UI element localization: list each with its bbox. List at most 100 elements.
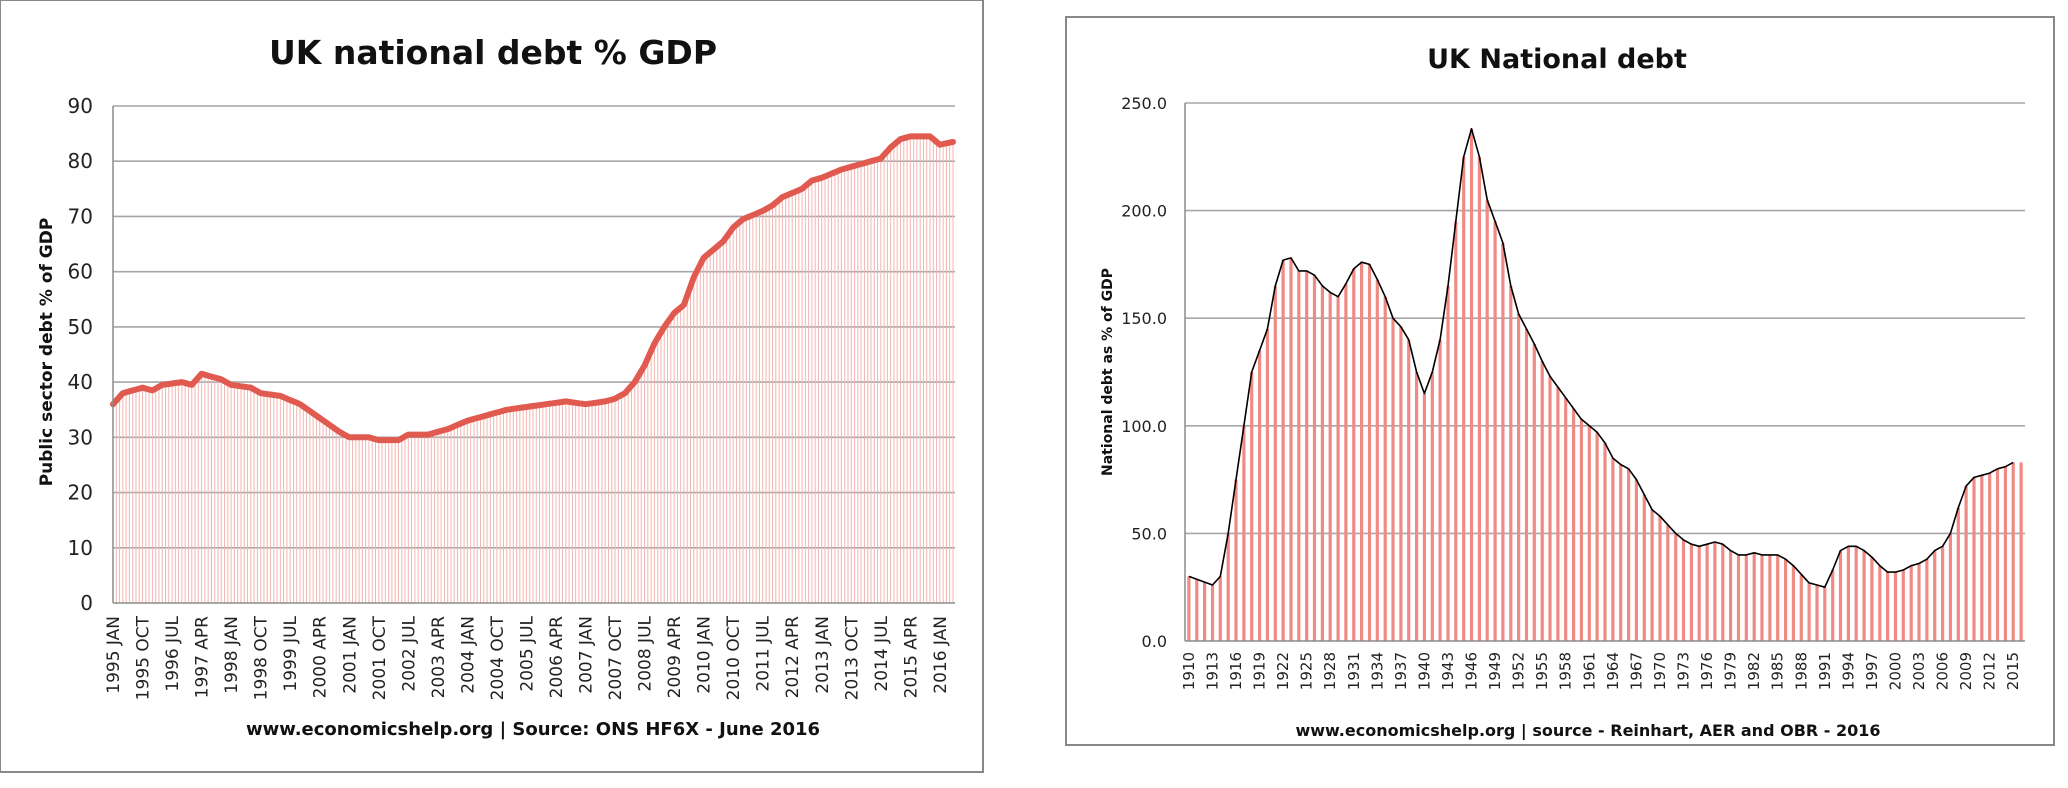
y-tick-label: 0.0 <box>1142 632 1167 651</box>
x-tick-label: 1916 <box>1227 652 1245 690</box>
bar-mark <box>1485 199 1489 642</box>
bar-mark <box>1344 283 1348 641</box>
bar-mark <box>1383 296 1387 641</box>
y-tick-label: 70 <box>68 204 93 228</box>
bar-mark <box>1642 494 1646 641</box>
x-tick-label: 1998 JAN <box>222 616 242 694</box>
bar-mark <box>1862 550 1866 641</box>
x-tick-label: 2001 JAN <box>340 616 360 694</box>
bar-mark <box>1305 270 1309 641</box>
bar-mark <box>1477 156 1481 642</box>
bar-mark <box>1697 546 1701 641</box>
bar-mark <box>1320 285 1324 641</box>
bar-mark <box>1297 270 1301 641</box>
x-tick-label: 2015 APR <box>901 616 921 699</box>
x-tick-label: 2008 JUL <box>636 615 656 691</box>
bar-mark <box>1799 574 1803 641</box>
source-note-right: www.economicshelp.org | source - Reinhar… <box>1295 721 1880 741</box>
bar-mark <box>1666 524 1670 641</box>
bar-mark <box>2019 462 2023 641</box>
bar-mark <box>1234 479 1238 641</box>
gridlines-left <box>113 105 955 549</box>
x-tick-label: 2007 JAN <box>577 616 597 694</box>
x-tick-label: 1999 JUL <box>281 615 301 691</box>
x-tick-label: 1982 <box>1745 652 1763 690</box>
bar-mark <box>1454 221 1458 641</box>
bar-mark <box>1846 546 1850 641</box>
bar-mark <box>1760 554 1764 641</box>
x-tick-label: 1994 <box>1839 652 1857 690</box>
x-tick-label: 2003 APR <box>429 616 449 699</box>
x-tick-label: 1961 <box>1580 652 1598 690</box>
bar-mark <box>1948 533 1952 641</box>
x-tick-label: 1928 <box>1321 652 1339 690</box>
x-tick-label: 1967 <box>1627 652 1645 690</box>
bar-mark <box>1360 262 1364 641</box>
bar-mark <box>1838 550 1843 641</box>
bar-mark <box>1375 279 1379 641</box>
x-tick-label: 1919 <box>1251 652 1269 690</box>
bar-mark <box>1336 296 1340 641</box>
y-tick-label: 0 <box>80 591 93 615</box>
bar-mark <box>1681 539 1686 641</box>
bar-mark <box>1619 464 1623 641</box>
x-tick-label: 1979 <box>1722 652 1740 690</box>
bar-mark <box>1501 242 1505 641</box>
x-tick-label: 1996 JUL <box>163 615 183 691</box>
bar-mark <box>1823 587 1827 641</box>
x-tick-label: 1970 <box>1651 652 1669 690</box>
bar-mark <box>1367 264 1372 641</box>
chart-panel-left: UK national debt % GDP Public sector deb… <box>0 0 984 773</box>
bar-mark <box>1415 372 1419 641</box>
x-tick-label: 1910 <box>1180 652 1198 690</box>
x-tick-label: 2010 OCT <box>724 615 744 700</box>
y-tick-labels-right: 0.0 50.0 100.0 150.0 200.0 250.0 <box>1121 94 1167 651</box>
bar-mark <box>1729 550 1733 641</box>
line-series-right <box>1188 128 2014 589</box>
chart-panel-right: UK National debt National debt as % of G… <box>1065 16 2055 746</box>
bar-mark <box>1438 339 1442 641</box>
chart-title-left: UK national debt % GDP <box>269 33 717 72</box>
bar-mark <box>1901 570 1905 641</box>
bar-mark <box>1815 585 1819 641</box>
chart-title-right: UK National debt <box>1427 44 1687 75</box>
bar-mark <box>1509 285 1513 641</box>
bar-mark <box>1831 570 1835 641</box>
bar-mark <box>1250 372 1254 641</box>
x-tick-label: 1973 <box>1675 652 1693 690</box>
bar-mark <box>1776 554 1780 641</box>
bar-mark <box>1995 468 2000 641</box>
bar-mark <box>1312 275 1317 641</box>
bar-mark <box>1210 585 1215 641</box>
bar-mark <box>1548 376 1552 641</box>
bar-mark <box>1524 329 1529 641</box>
debt-series-line <box>1188 128 2014 589</box>
bar-mark <box>1964 486 1968 641</box>
x-tick-label: 1913 <box>1204 652 1222 690</box>
bar-mark <box>1265 329 1269 641</box>
bar-mark <box>1611 458 1615 641</box>
x-tick-label: 1940 <box>1415 652 1433 690</box>
x-tick-label: 1925 <box>1298 652 1316 690</box>
bar-mark <box>1768 554 1772 641</box>
x-tick-labels-left: 1995 JAN 1995 OCT 1996 JUL 1997 APR 1998 JAN… <box>104 615 951 700</box>
bar-mark <box>1886 572 1890 641</box>
bar-mark <box>1430 372 1434 641</box>
bar-mark <box>1603 443 1607 641</box>
bar-mark <box>1972 477 1976 641</box>
x-tick-label: 1949 <box>1486 652 1504 690</box>
x-tick-label: 1922 <box>1274 652 1292 690</box>
bar-mark <box>2003 466 2007 641</box>
axes-left <box>112 106 955 604</box>
bar-mark <box>1462 156 1466 642</box>
line-series-left <box>110 133 956 444</box>
source-note-left: www.economicshelp.org | Source: ONS HF6X… <box>246 719 820 740</box>
bar-mark <box>1446 285 1450 641</box>
y-tick-label: 100.0 <box>1121 417 1167 436</box>
x-tick-label: 2012 APR <box>783 616 803 699</box>
bar-mark <box>1540 361 1544 641</box>
y-tick-label: 30 <box>68 425 93 449</box>
x-tick-label: 1991 <box>1816 652 1834 690</box>
y-tick-label: 40 <box>68 370 93 394</box>
x-tick-label: 1937 <box>1392 652 1410 690</box>
